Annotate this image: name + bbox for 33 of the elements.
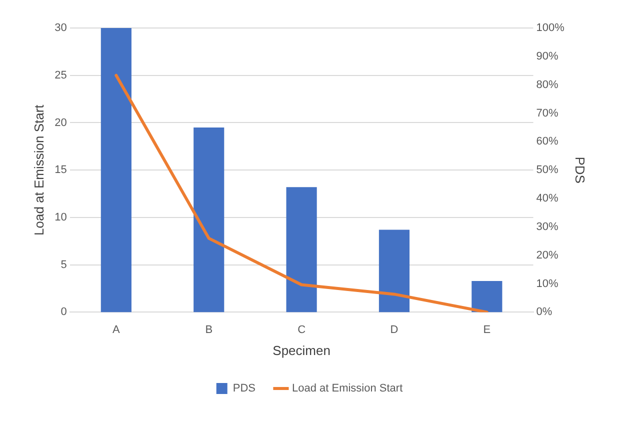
bar — [378, 230, 410, 312]
x-tick-label: B — [205, 324, 213, 336]
y-tick-label: 10 — [54, 212, 67, 224]
bar — [472, 280, 502, 312]
y2-tick-label: 70% — [536, 107, 558, 120]
x-tick-label: A — [112, 324, 121, 336]
y2-tick-label: 80% — [536, 78, 558, 91]
y2-tick-label: 30% — [536, 220, 558, 233]
bar — [100, 28, 132, 312]
bar — [286, 187, 317, 312]
y2-tick-label: 60% — [536, 136, 558, 148]
y2-tick-label: 40% — [536, 192, 558, 205]
legend-label: Load at Emission Start — [292, 382, 403, 395]
y2-tick-label: 0% — [536, 306, 552, 318]
bar — [194, 127, 224, 312]
y2-tick-label: 100% — [536, 22, 565, 34]
y2-tick-label: 20% — [536, 249, 558, 262]
y2-tick-label: 90% — [536, 50, 558, 62]
y-tick-label: 25 — [54, 69, 67, 82]
x-axis-title: Specimen — [272, 342, 330, 358]
y-tick-label: 30 — [54, 22, 67, 34]
x-tick-label: E — [483, 324, 491, 336]
x-tick-label: D — [390, 324, 398, 336]
legend-label: PDS — [232, 382, 256, 395]
y2-axis-title: PDS — [572, 156, 588, 184]
y-axis-title: Load at Emission Start — [31, 104, 46, 236]
y-tick-label: 0 — [60, 306, 67, 318]
y-tick-label: 5 — [60, 258, 67, 271]
y2-tick-label: 10% — [536, 278, 558, 290]
y-tick-label: 15 — [54, 164, 67, 176]
y2-tick-label: 50% — [536, 164, 558, 176]
y-tick-label: 20 — [54, 116, 67, 129]
x-tick-label: C — [298, 324, 306, 336]
